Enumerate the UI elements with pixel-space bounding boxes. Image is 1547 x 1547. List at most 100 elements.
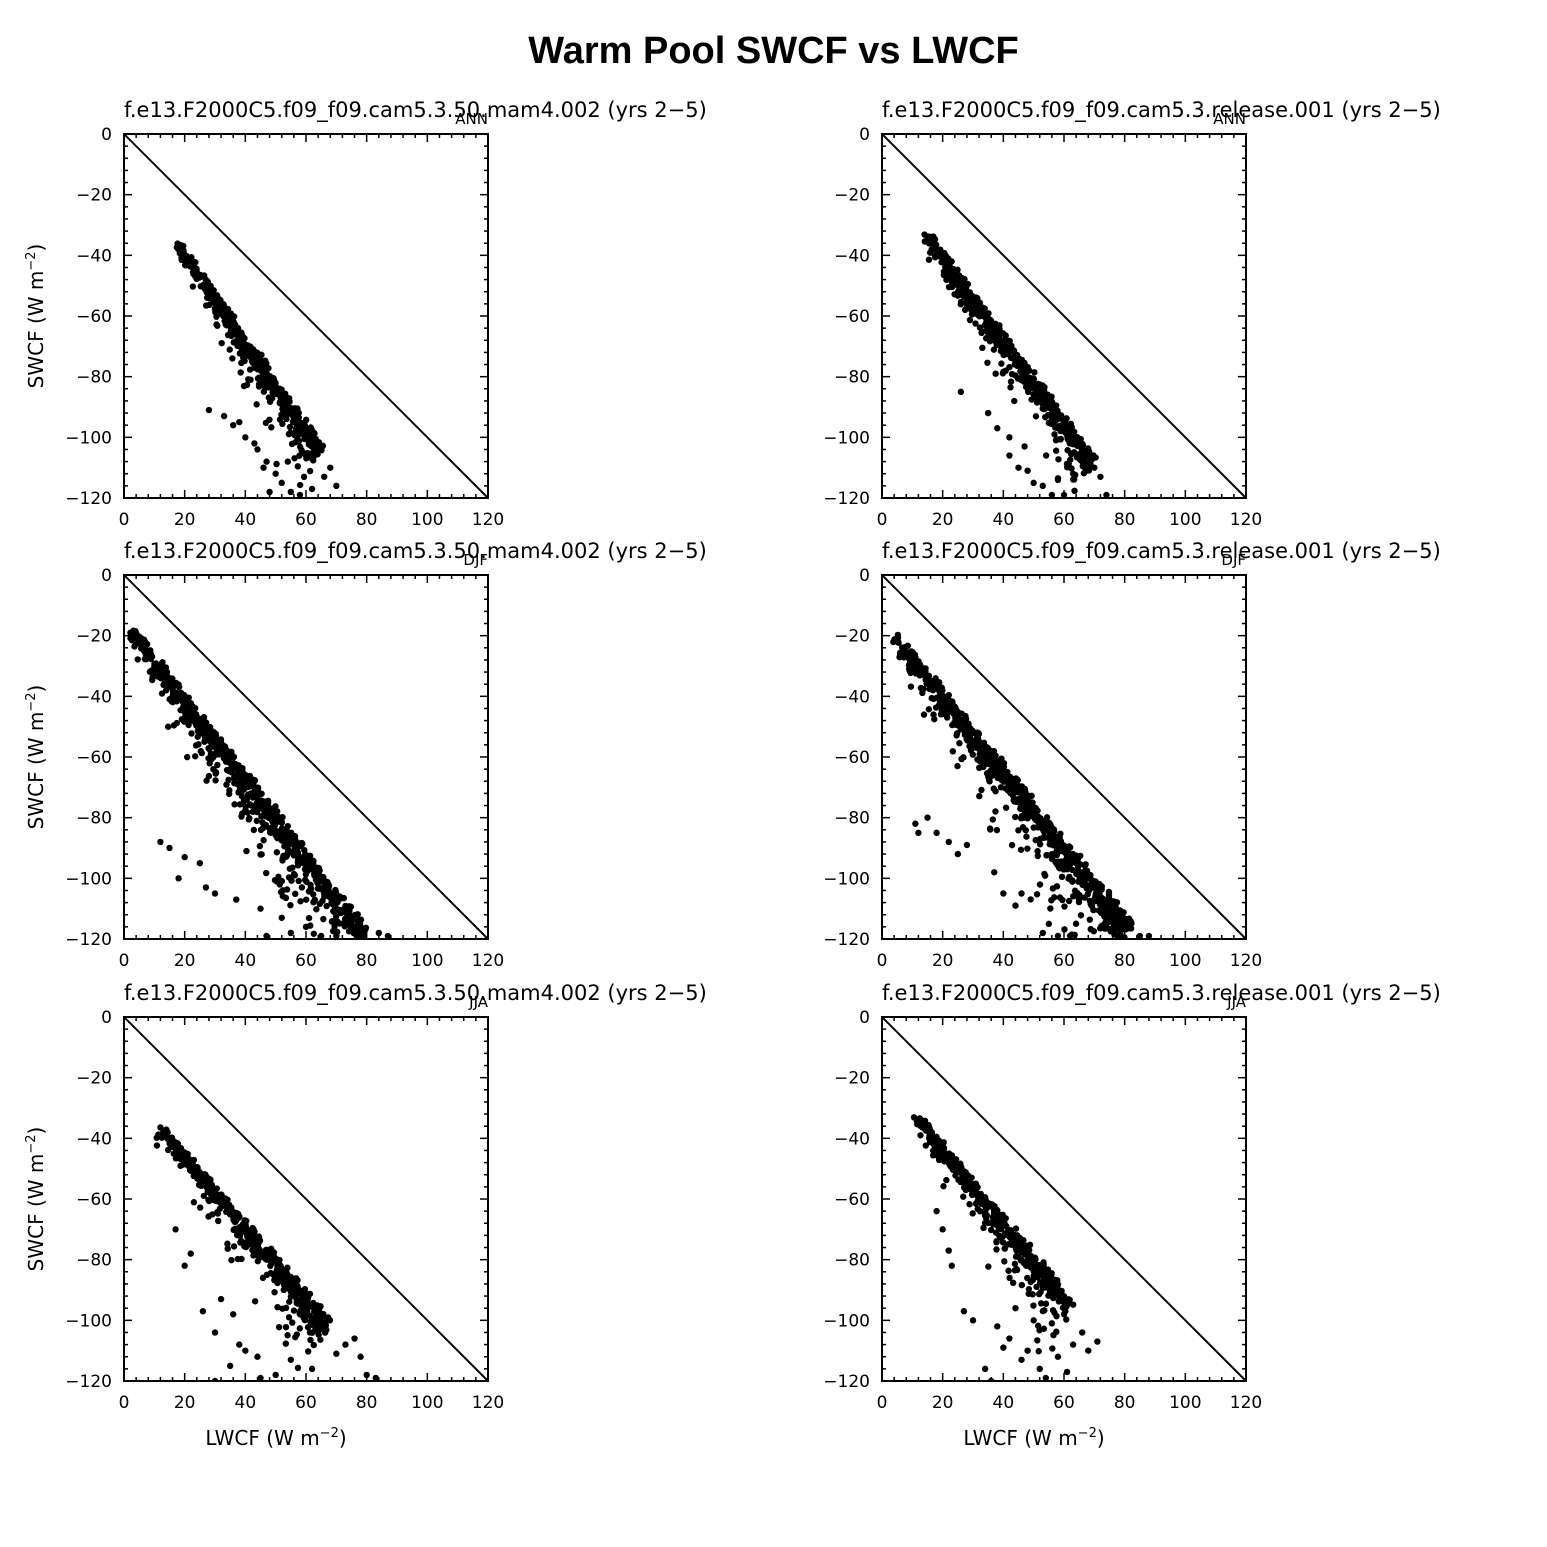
scatter-point	[1086, 460, 1093, 468]
scatter-point	[296, 1311, 304, 1318]
scatter-point	[310, 891, 317, 898]
scatter-point	[320, 1322, 327, 1330]
x-tick-label: 60	[295, 1393, 317, 1413]
scatter-point	[203, 1180, 210, 1187]
panel-djf-mam4: 0 20 40 60 80 100 120 0 −20 −40 −60 −80 −100 −120 f.e1…	[24, 539, 707, 971]
scatter-point	[1011, 397, 1018, 405]
scatter-point	[1007, 789, 1014, 797]
scatter-point	[211, 890, 219, 897]
scatter-point	[291, 455, 298, 462]
x-tick-label: 80	[356, 1393, 378, 1413]
scatter-point	[175, 875, 182, 882]
scatter-point	[1006, 1274, 1013, 1282]
scatter-point	[1024, 797, 1032, 805]
scatter-point	[194, 733, 201, 740]
scatter-point	[147, 650, 155, 658]
y-tick-label: 0	[101, 566, 112, 586]
scatter-point	[276, 416, 284, 423]
scatter-point	[1136, 932, 1144, 939]
scatter-point	[262, 821, 270, 829]
y-tick-label: −120	[65, 489, 112, 509]
scatter-point	[253, 401, 260, 408]
scatter-point	[1000, 342, 1008, 349]
scatter-point	[1086, 454, 1094, 461]
scatter-point	[1020, 1236, 1027, 1244]
scatter-point	[1103, 491, 1110, 498]
scatter-point	[1081, 862, 1088, 869]
scatter-point	[260, 811, 267, 819]
scatter-point	[1015, 361, 1022, 368]
scatter-point	[1021, 809, 1029, 817]
scatter-point	[1006, 363, 1013, 371]
scatter-point	[940, 1144, 947, 1151]
scatter-point	[895, 639, 902, 646]
scatter-point	[1014, 796, 1022, 803]
scatter-point	[943, 714, 951, 721]
scatter-point	[933, 1207, 940, 1215]
panel-ann-mam4: 0 20 40 60 80 100 120 0 −20 −40 −60 −80 −100 −120 f.e1…	[24, 98, 707, 530]
scatter-point	[273, 460, 280, 468]
scatter-point	[306, 467, 314, 475]
scatter-point	[284, 844, 291, 852]
scatter-point	[1049, 1345, 1056, 1352]
scatter-point	[227, 327, 235, 335]
scatter-point	[263, 1271, 271, 1279]
y-tick-label: −120	[823, 930, 870, 950]
reference-line	[123, 1016, 489, 1382]
scatter-point	[372, 1374, 379, 1381]
scatter-point	[991, 1202, 998, 1210]
scatter-point	[1096, 925, 1104, 932]
y-tick-label: −20	[76, 627, 112, 647]
scatter-point	[287, 488, 295, 496]
scatter-point	[1054, 932, 1062, 939]
scatter-point	[294, 849, 302, 856]
scatter-point	[955, 287, 962, 295]
reference-line	[123, 133, 489, 499]
scatter-point	[978, 1200, 985, 1208]
scatter-point	[202, 302, 210, 309]
scatter-point	[282, 1323, 290, 1331]
x-tick-label: 60	[1053, 1393, 1075, 1413]
scatter-point	[127, 629, 134, 636]
scatter-point	[232, 760, 239, 768]
scatter-point	[231, 779, 238, 787]
x-tick-label: 80	[356, 510, 378, 530]
scatter-point	[301, 876, 309, 884]
scatter-point	[215, 1217, 222, 1225]
scatter-point	[1006, 452, 1013, 459]
scatter-point	[922, 668, 929, 675]
scatter-point	[937, 711, 945, 718]
scatter-point	[202, 884, 210, 891]
scatter-point	[217, 1295, 225, 1303]
scatter-point	[166, 844, 173, 852]
scatter-point	[1048, 1274, 1056, 1282]
scatter-point	[1036, 1365, 1043, 1373]
scatter-point	[990, 785, 997, 792]
scatter-point	[1110, 922, 1118, 930]
scatter-point	[956, 719, 963, 726]
scatter-point	[278, 411, 285, 418]
scatter-point	[182, 713, 189, 721]
scatter-point	[211, 1377, 219, 1381]
scatter-point	[266, 829, 274, 836]
y-tick-label: −120	[65, 1372, 112, 1392]
scatter-point	[234, 772, 242, 779]
scatter-point	[1007, 780, 1014, 787]
scatter-point	[929, 1152, 937, 1159]
scatter-point	[1066, 932, 1074, 939]
scatter-point	[986, 752, 994, 760]
scatter-point	[310, 1341, 317, 1349]
scatter-point	[994, 425, 1001, 432]
scatter-point	[321, 893, 328, 900]
scatter-point	[257, 826, 265, 834]
scatter-point	[171, 693, 179, 700]
scatter-point	[963, 841, 971, 849]
scatter-point	[1012, 1225, 1020, 1232]
scatter-point	[1039, 482, 1046, 490]
x-tick-label: 100	[1169, 510, 1201, 530]
season-label: DJF	[1221, 551, 1246, 569]
scatter-point	[211, 305, 219, 312]
y-tick-label: −100	[823, 1311, 870, 1331]
x-tick-label: 120	[1230, 510, 1262, 530]
scatter-point	[1054, 1277, 1061, 1284]
